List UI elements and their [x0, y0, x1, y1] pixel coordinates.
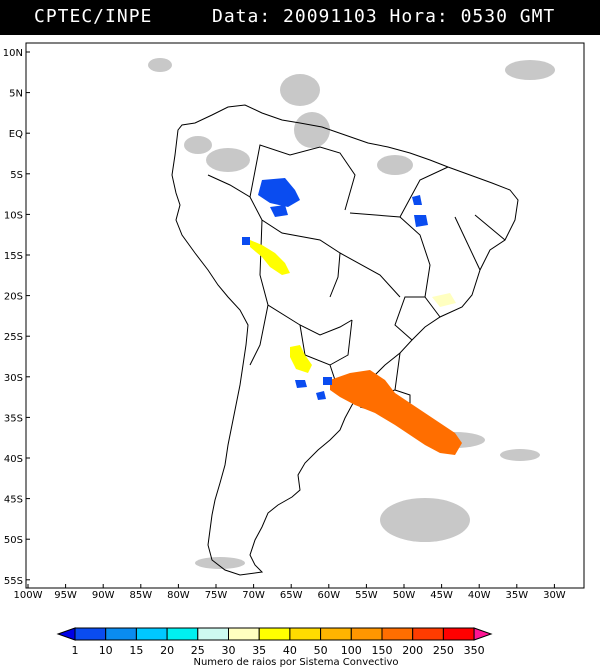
colorbar-tick-label: 40 [283, 644, 297, 657]
colorbar-box [412, 627, 444, 641]
system-bahia [412, 195, 428, 227]
lon-label: 85W [129, 590, 152, 600]
colorbar-title: Numero de raios por Sistema Convectivo [193, 657, 398, 668]
lon-label: 60W [317, 590, 340, 600]
system-argentina-blue [295, 380, 326, 400]
header-bar: CPTEC/INPE Data: 20091103 Hora: 0530 GMT [0, 0, 600, 35]
colorbar-tick-label: 350 [464, 644, 485, 657]
lon-label: 90W [92, 590, 115, 600]
colorbar-ticks: 1 10 15 20 25 30 35 40 50 100 150 200 250 350 [72, 644, 485, 657]
colorbar-tick-label: 50 [314, 644, 328, 657]
agency-label: CPTEC/INPE [34, 6, 153, 27]
colorbar-box [74, 627, 107, 641]
lat-label: 55S [4, 576, 23, 587]
lon-label: 45W [430, 590, 453, 600]
colorbar-box [197, 627, 230, 641]
colorbar-box [166, 627, 199, 641]
colorbar-tick-label: 250 [433, 644, 454, 657]
colorbar-box [350, 627, 383, 641]
lat-label: 40S [4, 454, 23, 465]
latitude-labels: 10N 5N EQ 5S 10S 15S 20S 25S 30S 35S 40S 45S 50S 55S [3, 48, 30, 587]
lat-label: EQ [9, 129, 23, 140]
colorbar-box [105, 627, 137, 641]
lon-label: 100W [14, 590, 43, 600]
lat-label: 5N [9, 89, 23, 100]
colorbar-tick-label: 10 [99, 644, 113, 657]
colorbar-box [289, 627, 322, 641]
lon-label: 80W [167, 590, 190, 600]
lat-label: 30S [4, 373, 23, 384]
lat-label: 25S [4, 332, 23, 343]
colorbar-boxes [56, 627, 493, 641]
colorbar-tick-label: 15 [129, 644, 143, 657]
colorbar-box [320, 627, 352, 641]
lat-label: 10N [3, 48, 23, 59]
lat-label: 45S [4, 495, 23, 506]
lon-label: 55W [355, 590, 378, 600]
system-uruguay-blue [323, 377, 332, 385]
lat-label: 10S [4, 210, 23, 221]
lon-label: 95W [54, 590, 77, 600]
lon-label: 75W [205, 590, 228, 600]
colorbar-tick-label: 100 [341, 644, 362, 657]
colorbar-tick-label: 150 [372, 644, 393, 657]
lat-label: 15S [4, 251, 23, 262]
colorbar-arrow-left [56, 627, 76, 641]
lat-label: 50S [4, 535, 23, 546]
colorbar-box [442, 627, 475, 641]
lon-label: 65W [280, 590, 303, 600]
system-bolivia [250, 240, 290, 275]
colorbar-tick-label: 35 [252, 644, 266, 657]
date-time-label: Data: 20091103 Hora: 0530 GMT [212, 6, 556, 27]
colorbar-box [135, 627, 168, 641]
colorbar-tick-label: 200 [402, 644, 423, 657]
system-bolivia-blue [242, 237, 250, 245]
lon-label: 35W [505, 590, 528, 600]
lat-label: 5S [10, 170, 23, 181]
system-amazon-1 [258, 178, 300, 207]
convective-systems [242, 178, 462, 455]
colorbar: 1 10 15 20 25 30 35 40 50 100 150 200 250 350 Numero … [56, 627, 493, 668]
lightning-map: 10N5NEQ5S10S15S20S25S30S35S40S45S50S55S … [3, 42, 585, 600]
south-america-coast [171, 104, 519, 576]
lon-label: 70W [242, 590, 265, 600]
colorbar-box [228, 627, 260, 641]
longitude-labels: 100W 95W 90W 85W 80W 75W 70W 65W 60W 55W 50W 45W 40W… [14, 584, 566, 600]
system-argentina-north [290, 345, 312, 373]
lat-label: 20S [4, 292, 23, 303]
lon-label: 40W [468, 590, 491, 600]
colorbar-tick-label: 20 [160, 644, 174, 657]
lat-label: 35S [4, 413, 23, 424]
colorbar-tick-label: 25 [191, 644, 205, 657]
cloud-cover [148, 58, 555, 569]
colorbar-box [258, 627, 291, 641]
colorbar-tick-label: 1 [72, 644, 79, 657]
lon-label: 30W [543, 590, 566, 600]
system-uruguay-atlantic [330, 370, 462, 455]
system-amazon-2 [270, 205, 288, 217]
colorbar-arrow-right [473, 627, 493, 641]
system-minas [432, 293, 456, 307]
colorbar-box [381, 627, 414, 641]
colorbar-tick-label: 30 [222, 644, 236, 657]
lon-label: 50W [393, 590, 416, 600]
